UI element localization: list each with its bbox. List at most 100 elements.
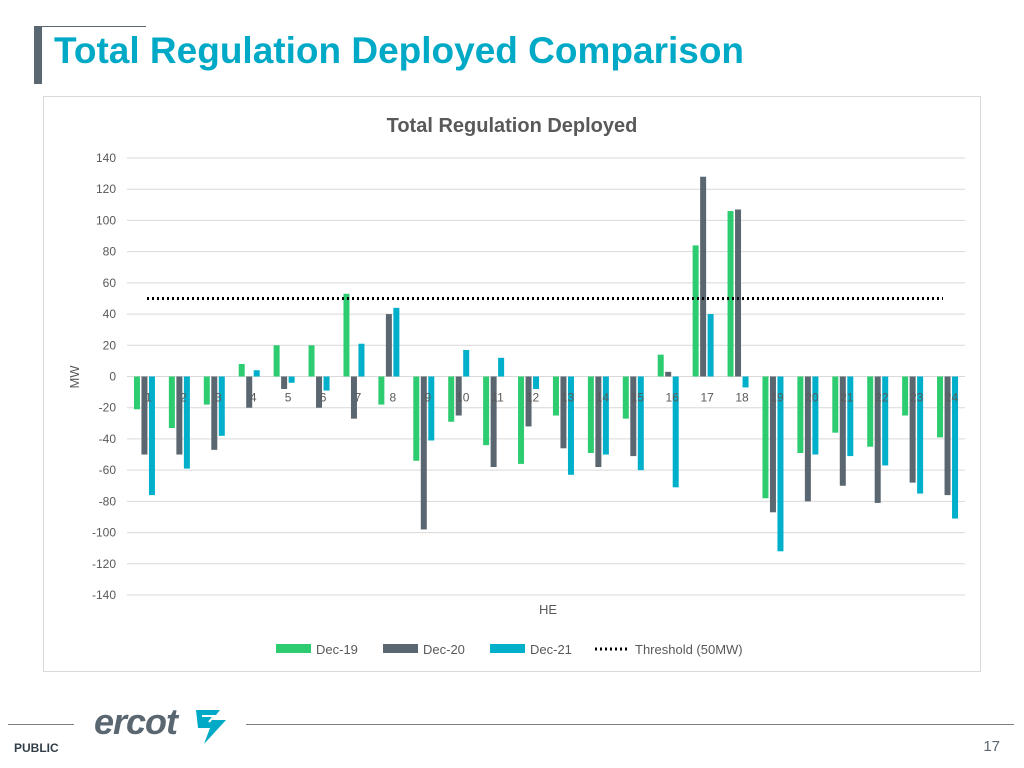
y-tick-label: 140 xyxy=(96,151,116,165)
y-tick-label: 120 xyxy=(96,182,116,196)
bar-dec-21-he16 xyxy=(672,376,679,488)
bar-dec-21-he5 xyxy=(288,376,295,383)
slide-title: Total Regulation Deployed Comparison xyxy=(54,30,745,71)
bar-dec-20-he12 xyxy=(525,376,532,427)
bar-dec-20-he23 xyxy=(909,376,916,483)
bar-dec-20-he11 xyxy=(490,376,497,468)
legend-label: Threshold (50MW) xyxy=(635,642,743,657)
regulation-chart: Total Regulation Deployed HE MW 14012010… xyxy=(67,115,965,657)
bar-dec-21-he11 xyxy=(498,357,505,377)
x-tick-label: 24 xyxy=(945,391,959,405)
bar-dec-19-he16 xyxy=(657,354,664,377)
x-tick-label: 7 xyxy=(355,391,362,405)
bar-dec-20-he19 xyxy=(769,376,776,513)
bar-dec-21-he14 xyxy=(602,376,609,455)
bar-dec-19-he5 xyxy=(273,345,280,377)
y-tick-label: 40 xyxy=(103,307,117,321)
bar-dec-21-he18 xyxy=(742,376,749,388)
x-tick-label: 4 xyxy=(250,391,257,405)
bar-dec-21-he17 xyxy=(707,314,714,377)
chart-frame: Total Regulation Deployed HE MW 140 120 10… xyxy=(43,96,981,672)
legend-swatch-dec-19 xyxy=(276,644,311,653)
bar-dec-20-he16 xyxy=(665,371,672,377)
bar-dec-21-he10 xyxy=(463,349,470,377)
bar-dec-21-he19 xyxy=(777,376,784,552)
x-tick-label: 15 xyxy=(631,391,645,405)
bar-dec-20-he6 xyxy=(316,376,323,408)
y-tick-label: -40 xyxy=(99,432,117,446)
bar-dec-19-he1 xyxy=(133,376,140,410)
y-tick-label: -140 xyxy=(92,588,116,602)
x-tick-label: 9 xyxy=(424,391,431,405)
x-tick-label: 14 xyxy=(596,391,610,405)
bar-dec-21-he7 xyxy=(358,343,365,377)
bar-dec-20-he7 xyxy=(350,376,357,419)
bar-dec-21-he8 xyxy=(393,307,400,377)
bar-dec-21-he1 xyxy=(148,376,155,496)
x-tick-label: 6 xyxy=(320,391,327,405)
x-tick-label: 8 xyxy=(390,391,397,405)
footer-rule-right xyxy=(246,724,1014,725)
y-tick-label: 0 xyxy=(109,370,116,384)
y-tick-label: -20 xyxy=(99,401,117,415)
bar-dec-20-he4 xyxy=(246,376,253,408)
x-tick-label: 2 xyxy=(180,391,187,405)
x-tick-label: 23 xyxy=(910,391,924,405)
ercot-star-icon xyxy=(196,710,226,744)
bar-dec-20-he13 xyxy=(560,376,567,449)
bar-dec-19-he23 xyxy=(902,376,909,416)
x-tick-label: 22 xyxy=(875,391,889,405)
x-tick-label: 18 xyxy=(735,391,749,405)
bar-dec-19-he6 xyxy=(308,345,315,377)
footer-rule-left xyxy=(8,724,74,725)
bar-dec-19-he11 xyxy=(483,376,490,446)
bar-dec-20-he15 xyxy=(630,376,637,457)
bar-dec-21-he12 xyxy=(533,376,540,389)
x-tick-label: 19 xyxy=(770,391,784,405)
bar-dec-19-he10 xyxy=(448,376,455,422)
x-tick-label: 10 xyxy=(456,391,470,405)
title-rule xyxy=(42,26,146,27)
bar-dec-19-he15 xyxy=(622,376,629,419)
y-tick-label: 60 xyxy=(103,276,117,290)
x-tick-label: 11 xyxy=(491,391,504,405)
bar-dec-20-he3 xyxy=(211,376,218,450)
bar-dec-20-he2 xyxy=(176,376,183,455)
classification-label: PUBLIC xyxy=(14,741,59,755)
y-tick-label: -60 xyxy=(99,463,117,477)
legend-label: Dec-20 xyxy=(423,642,465,657)
bar-dec-21-he13 xyxy=(567,376,574,475)
y-tick-label: 100 xyxy=(96,213,116,227)
bar-dec-21-he15 xyxy=(637,376,644,471)
bar-dec-19-he3 xyxy=(203,376,210,405)
y-tick-label: -100 xyxy=(92,526,116,540)
bar-dec-20-he8 xyxy=(385,314,392,377)
bar-dec-19-he18 xyxy=(727,211,734,377)
ercot-logo: ercot xyxy=(94,701,226,744)
bar-dec-19-he21 xyxy=(832,376,839,433)
bar-dec-19-he22 xyxy=(867,376,874,447)
legend-swatch-dec-21 xyxy=(490,644,525,653)
legend-label: Dec-21 xyxy=(530,642,572,657)
y-tick-label: -120 xyxy=(92,557,116,571)
title-accent-bar xyxy=(34,26,42,84)
x-tick-label: 21 xyxy=(840,391,854,405)
bar-dec-21-he3 xyxy=(218,376,225,436)
x-tick-label: 20 xyxy=(805,391,819,405)
x-tick-label: 16 xyxy=(666,391,680,405)
x-tick-label: 5 xyxy=(285,391,292,405)
bar-dec-20-he10 xyxy=(455,376,462,416)
bar-dec-19-he4 xyxy=(238,364,245,377)
x-tick-label: 3 xyxy=(215,391,222,405)
y-tick-label: -80 xyxy=(99,494,117,508)
x-tick-label: 1 xyxy=(145,391,152,405)
ercot-logo-text: ercot xyxy=(94,701,180,742)
x-axis-title: HE xyxy=(539,602,557,617)
bar-dec-21-he24 xyxy=(952,376,959,519)
bar-dec-20-he5 xyxy=(281,376,288,389)
bar-dec-20-he20 xyxy=(804,376,811,502)
bar-dec-21-he21 xyxy=(847,376,854,457)
bar-dec-20-he14 xyxy=(595,376,602,468)
legend-label: Dec-19 xyxy=(316,642,358,657)
bar-dec-20-he22 xyxy=(874,376,881,503)
